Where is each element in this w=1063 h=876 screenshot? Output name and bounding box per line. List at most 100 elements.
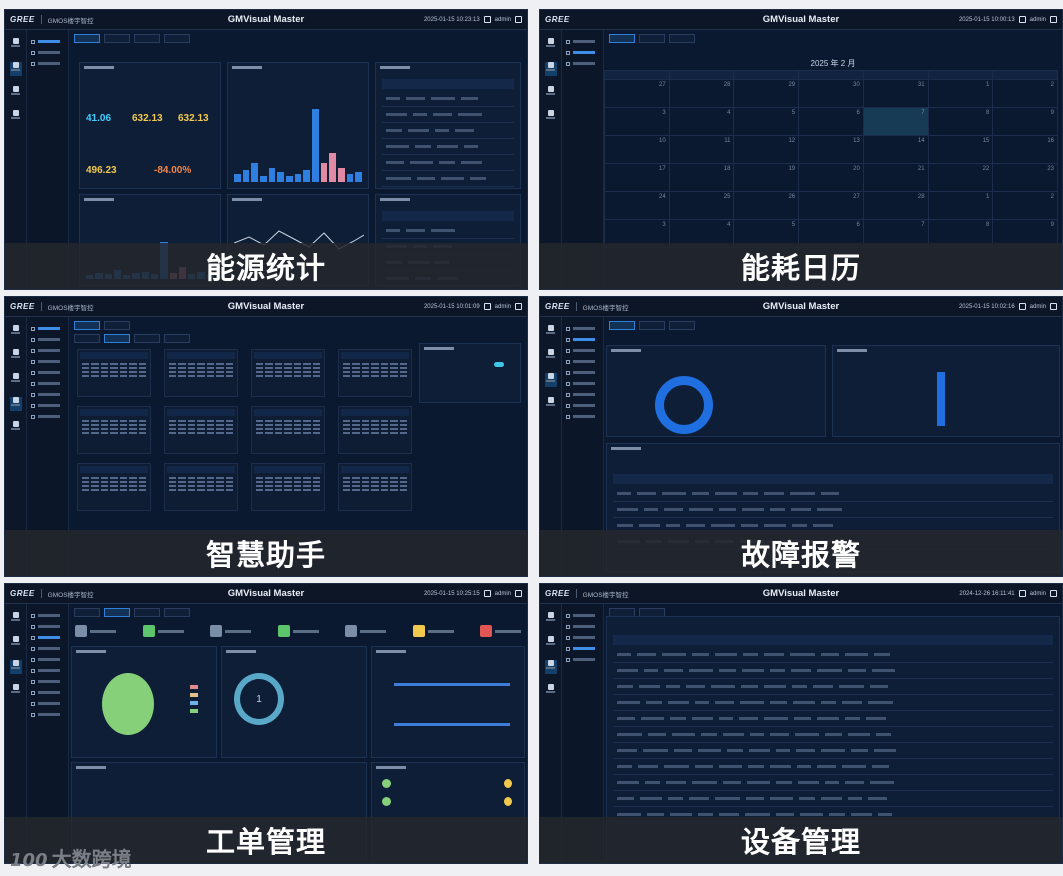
- table-row[interactable]: [613, 743, 1053, 759]
- toggle-switch[interactable]: [494, 362, 504, 367]
- menu-item[interactable]: [27, 58, 68, 69]
- menu-item[interactable]: [562, 378, 603, 389]
- table-row[interactable]: [613, 679, 1053, 695]
- calendar-day[interactable]: 29: [734, 80, 800, 108]
- menu-item[interactable]: [27, 687, 68, 698]
- home-icon[interactable]: [483, 16, 491, 23]
- table-row[interactable]: [613, 759, 1053, 775]
- table-row[interactable]: [613, 695, 1053, 711]
- calendar-day[interactable]: 16: [993, 136, 1058, 164]
- table-row[interactable]: [382, 223, 514, 239]
- menu-item[interactable]: [27, 47, 68, 58]
- menu-item[interactable]: [562, 367, 603, 378]
- rail-item-report[interactable]: [545, 86, 557, 100]
- table-row[interactable]: [613, 647, 1053, 663]
- menu-item[interactable]: [27, 610, 68, 621]
- tab[interactable]: [104, 321, 130, 330]
- menu-item[interactable]: [27, 621, 68, 632]
- rail-item-settings[interactable]: [10, 421, 22, 435]
- month-card[interactable]: [164, 349, 238, 397]
- fullscreen-icon[interactable]: [515, 303, 522, 310]
- year-tab[interactable]: [74, 334, 100, 343]
- calendar-day[interactable]: 28: [669, 80, 735, 108]
- month-card[interactable]: [77, 406, 151, 454]
- calendar-day[interactable]: 14: [863, 136, 929, 164]
- tab[interactable]: [104, 608, 130, 617]
- calendar-day[interactable]: 2: [993, 80, 1058, 108]
- calendar-day[interactable]: 10: [605, 136, 670, 164]
- menu-item[interactable]: [562, 643, 603, 654]
- fullscreen-icon[interactable]: [1050, 590, 1057, 597]
- table-row[interactable]: [382, 123, 514, 139]
- year-tab[interactable]: [164, 334, 190, 343]
- menu-item[interactable]: [27, 676, 68, 687]
- fullscreen-icon[interactable]: [515, 590, 522, 597]
- calendar-day[interactable]: 19: [734, 164, 800, 192]
- user-name[interactable]: admin: [1029, 303, 1046, 310]
- rail-item-monitor[interactable]: [10, 349, 22, 363]
- calendar-day[interactable]: 4: [669, 108, 735, 136]
- month-card[interactable]: [338, 463, 412, 511]
- month-card[interactable]: [251, 406, 325, 454]
- rail-item-assistant[interactable]: [9, 397, 22, 411]
- calendar-day[interactable]: 2: [993, 192, 1058, 220]
- table-row[interactable]: [382, 171, 514, 187]
- menu-item[interactable]: [562, 356, 603, 367]
- calendar-day[interactable]: 24: [605, 192, 670, 220]
- rail-item-monitor[interactable]: [10, 636, 22, 650]
- user-name[interactable]: admin: [494, 16, 511, 23]
- menu-item[interactable]: [27, 345, 68, 356]
- calendar-day[interactable]: 15: [928, 136, 994, 164]
- tab[interactable]: [164, 608, 190, 617]
- table-row[interactable]: [382, 107, 514, 123]
- menu-item[interactable]: [27, 665, 68, 676]
- table-row[interactable]: [613, 663, 1053, 679]
- month-card[interactable]: [164, 406, 238, 454]
- calendar-day[interactable]: 9: [993, 108, 1058, 136]
- fullscreen-icon[interactable]: [1050, 303, 1057, 310]
- user-name[interactable]: admin: [1029, 16, 1046, 23]
- tab[interactable]: [669, 321, 695, 330]
- menu-item[interactable]: [562, 400, 603, 411]
- menu-item[interactable]: [562, 323, 603, 334]
- calendar-day[interactable]: 18: [669, 164, 735, 192]
- table-row[interactable]: [382, 139, 514, 155]
- rail-item-home[interactable]: [545, 38, 557, 52]
- calendar-day[interactable]: 3: [605, 108, 670, 136]
- menu-item[interactable]: [27, 709, 68, 720]
- calendar-day[interactable]: 27: [799, 192, 864, 220]
- menu-item[interactable]: [27, 411, 68, 422]
- menu-item[interactable]: [562, 334, 603, 345]
- table-row[interactable]: [613, 791, 1053, 807]
- menu-item[interactable]: [27, 643, 68, 654]
- rail-item-monitor[interactable]: [545, 349, 557, 363]
- rail-item-energy[interactable]: [544, 62, 557, 76]
- calendar-day[interactable]: 1: [928, 192, 994, 220]
- calendar-day[interactable]: 13: [799, 136, 864, 164]
- table-row[interactable]: [613, 727, 1053, 743]
- tab[interactable]: [104, 34, 130, 43]
- tab[interactable]: [74, 321, 100, 330]
- tab[interactable]: [74, 34, 100, 43]
- month-card[interactable]: [251, 463, 325, 511]
- home-icon[interactable]: [483, 303, 491, 310]
- rail-item-energy[interactable]: [9, 62, 22, 76]
- table-row[interactable]: [382, 91, 514, 107]
- menu-item[interactable]: [27, 36, 68, 47]
- menu-item[interactable]: [27, 400, 68, 411]
- calendar-day[interactable]: 25: [669, 192, 735, 220]
- table-row[interactable]: [613, 486, 1053, 502]
- home-icon[interactable]: [1018, 16, 1026, 23]
- menu-item[interactable]: [27, 698, 68, 709]
- month-card[interactable]: [338, 349, 412, 397]
- menu-item[interactable]: [562, 610, 603, 621]
- calendar-day[interactable]: 22: [928, 164, 994, 192]
- rail-item-monitor[interactable]: [545, 636, 557, 650]
- rail-item-energy[interactable]: [10, 373, 22, 387]
- user-name[interactable]: admin: [1029, 590, 1046, 597]
- menu-item[interactable]: [562, 345, 603, 356]
- rail-item-report[interactable]: [10, 86, 22, 100]
- rail-item-home[interactable]: [545, 325, 557, 339]
- rail-item-workorder[interactable]: [9, 660, 22, 674]
- rail-item-alarm[interactable]: [544, 373, 557, 387]
